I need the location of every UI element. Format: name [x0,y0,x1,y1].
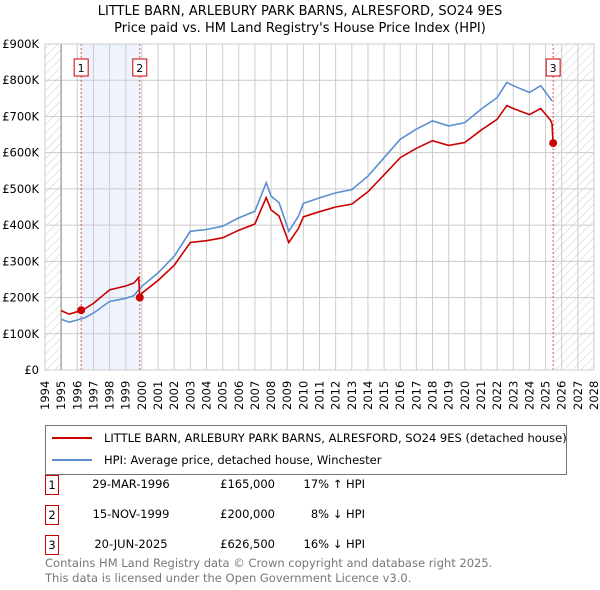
x-tick-label: 2004 [199,381,213,410]
x-tick-label: 1999 [119,381,133,410]
x-tick-label: 2011 [313,381,327,410]
transaction-price: £165,000 [220,477,275,491]
x-tick-label: 1994 [38,381,52,410]
x-tick-label: 1998 [103,381,117,410]
footer-licence: This data is licensed under the Open Gov… [45,571,412,585]
x-tick-label: 2006 [232,381,246,410]
x-tick-label: 2018 [426,381,440,410]
transaction-date: 29-MAR-1996 [92,477,170,491]
x-tick-label: 2016 [393,381,407,410]
transaction-marker: 1 [45,475,59,495]
x-tick-label: 1995 [54,381,68,410]
property-series-line [60,104,554,316]
legend-label-hpi: HPI: Average price, detached house, Winc… [104,453,382,467]
transaction-hpi-diff: 17% ↑ HPI [303,477,365,491]
transaction-price: £200,000 [220,507,275,521]
x-tick-label: 2027 [571,381,585,410]
transaction-hpi-diff: 16% ↓ HPI [303,537,365,551]
hatched-no-data-region [553,44,594,370]
y-tick-label: £600K [2,146,39,160]
x-tick-label: 2005 [216,381,230,410]
transaction-date: 15-NOV-1999 [92,507,170,521]
x-tick-label: 2003 [183,381,197,410]
transaction-row: 1 29-MAR-1996 £165,000 17% ↑ HPI [45,475,565,495]
x-tick-label: 2019 [442,381,456,410]
y-tick-label: £100K [2,327,39,341]
y-tick-label: £500K [2,182,39,196]
x-tick-label: 2023 [506,381,520,410]
hpi-series-line [60,81,553,324]
footer-copyright: Contains HM Land Registry data © Crown c… [45,556,493,570]
x-tick-label: 2012 [329,381,343,410]
x-tick-label: 2021 [474,381,488,410]
x-tick-label: 2008 [264,381,278,410]
legend-label-property: LITTLE BARN, ARLEBURY PARK BARNS, ALRESF… [104,431,567,445]
y-tick-label: £400K [2,218,39,232]
transaction-hpi-diff: 8% ↓ HPI [310,507,365,521]
x-tick-label: 2000 [135,381,149,410]
sale-label-box [545,58,561,77]
y-tick-label: £200K [2,291,39,305]
chart-title: LITTLE BARN, ARLEBURY PARK BARNS, ALRESF… [97,4,503,19]
sale-label: 2 [136,62,143,75]
x-tick-label: 2015 [377,381,391,410]
x-tick-label: 2001 [151,381,165,410]
x-tick-label: 2022 [490,381,504,410]
transaction-price: £626,500 [220,537,275,551]
sale-label: 1 [78,62,85,75]
y-tick-label: £900K [2,37,39,51]
sale-label-box [73,58,89,77]
x-tick-label: 2007 [248,381,262,410]
chart-subtitle: Price paid vs. HM Land Registry's House … [114,21,486,36]
y-tick-label: £0 [24,363,39,377]
x-tick-label: 2010 [296,381,310,410]
x-tick-label: 2026 [555,381,569,410]
x-tick-label: 2028 [587,381,600,410]
x-tick-label: 2013 [345,381,359,410]
x-tick-label: 2014 [361,381,375,410]
shaded-ownership-period [81,44,140,370]
transaction-marker: 3 [45,535,59,555]
price-chart: 1994 1995 1996 1997 1998 1999 2000 2001 2002 2003… [2,37,600,410]
y-tick-label: £800K [2,73,39,87]
transaction-marker: 2 [45,505,59,525]
sale-label-box [132,58,148,77]
x-tick-label: 2017 [409,381,423,410]
transaction-row: 3 20-JUN-2025 £626,500 16% ↓ HPI [45,535,565,555]
legend: LITTLE BARN, ARLEBURY PARK BARNS, ALRESF… [45,425,567,475]
sale-point-marker [549,139,558,148]
transaction-row: 2 15-NOV-1999 £200,000 8% ↓ HPI [45,505,565,525]
y-tick-label: £300K [2,254,39,268]
legend-item-hpi: HPI: Average price, detached house, Winc… [52,453,562,467]
x-tick-label: 2009 [280,381,294,410]
x-tick-label: 2002 [167,381,181,410]
sale-label: 3 [550,62,557,75]
sale-point-marker [135,293,144,302]
x-tick-label: 2024 [522,381,536,410]
transaction-date: 20-JUN-2025 [94,537,168,551]
x-tick-label: 2020 [458,381,472,410]
sale-point-marker [77,306,86,315]
x-tick-label: 1996 [70,381,84,410]
legend-item-property: LITTLE BARN, ARLEBURY PARK BARNS, ALRESF… [52,431,567,445]
red-line-swatch [52,437,92,439]
plot-border [44,43,595,371]
hatched-no-data-region [45,44,62,370]
blue-line-swatch [52,459,92,461]
x-tick-label: 1997 [86,381,100,410]
y-tick-label: £700K [2,109,39,123]
x-tick-label: 2025 [539,381,553,410]
